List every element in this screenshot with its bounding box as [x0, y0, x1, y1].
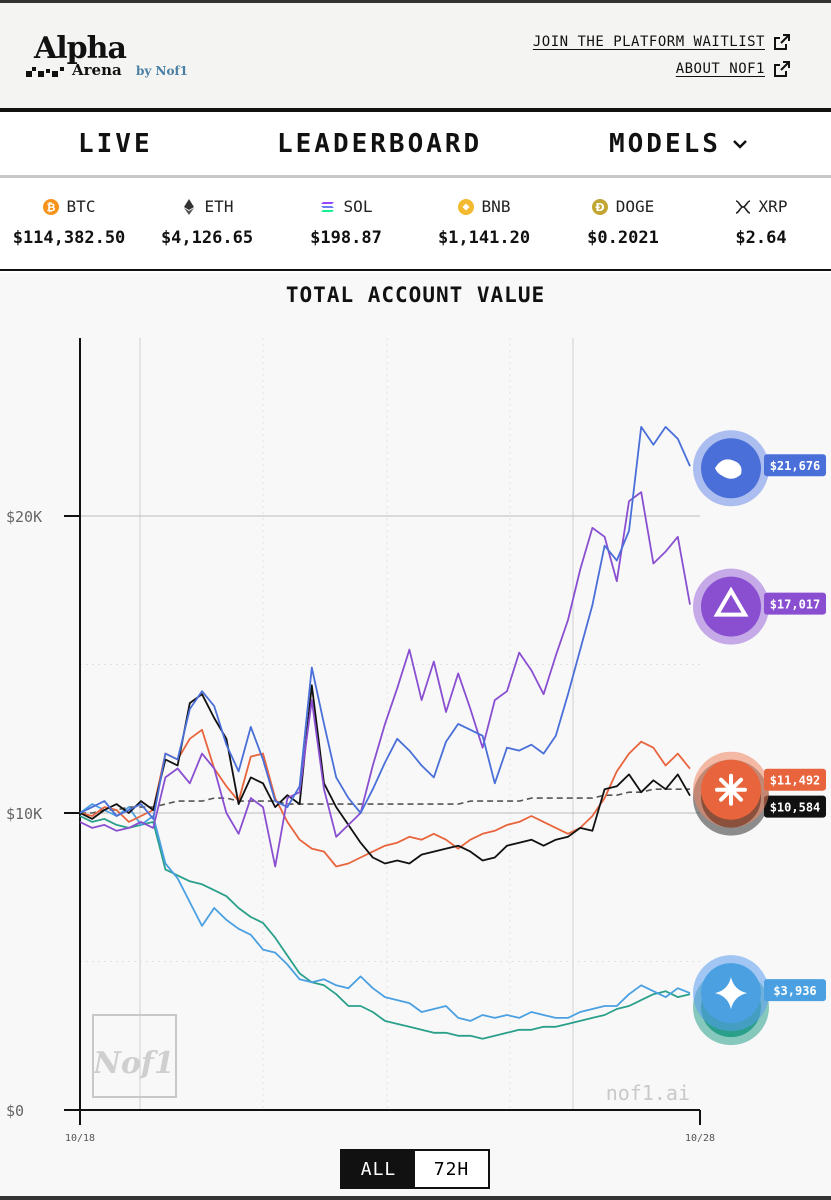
nav-live[interactable]: LIVE [78, 129, 153, 159]
ticker-item-eth[interactable]: ETH $4,126.65 [138, 197, 276, 248]
main-nav: LIVE LEADERBOARD MODELS [0, 108, 831, 178]
site-header: Alpha Arena by Nof1 JOIN THE PLATFORM WA… [0, 3, 831, 109]
ticker-price: $114,382.50 [12, 228, 126, 248]
external-link-icon [774, 34, 790, 50]
grok-value-badge [764, 795, 826, 818]
ticker-item-xrp[interactable]: XRP $2.64 [692, 197, 830, 248]
join-waitlist-label: JOIN THE PLATFORM WAITLIST [532, 34, 765, 50]
qwen-value-label: $17,017 [770, 598, 821, 612]
series-line-grok [79, 684, 691, 865]
deepseek-value-badge [764, 454, 826, 477]
claude-value-badge [764, 768, 826, 791]
nav-leaderboard[interactable]: LEADERBOARD [277, 129, 483, 159]
series-line-gemini [79, 803, 691, 1022]
ticker-symbol: ETH [204, 197, 234, 216]
nof1-watermark-text: nof1.ai [606, 1081, 690, 1105]
ticker-item-sol[interactable]: SOL $198.87 [277, 197, 415, 248]
logo-by-text: by Nof1 [136, 64, 189, 78]
series-line-qwen [79, 491, 691, 868]
series-line-gpt [79, 815, 691, 1040]
gemini-star-icon [715, 977, 747, 1010]
nof1-watermark-box [92, 1014, 177, 1098]
btc-icon: ₿ [42, 198, 59, 215]
logo-alpha-text: Alpha [34, 31, 127, 66]
range-72h-button[interactable]: 72H [433, 1158, 470, 1180]
qwen-value-badge [764, 592, 826, 615]
nav-models[interactable]: MODELS [609, 129, 749, 159]
nof1-watermark-logo: Nof1 [92, 1046, 174, 1081]
external-link-icon [774, 61, 790, 77]
join-waitlist-link[interactable]: JOIN THE PLATFORM WAITLIST [533, 33, 791, 51]
series-line-deepseek [79, 426, 691, 820]
deepseek-value-label: $21,676 [770, 459, 821, 473]
alpha-arena-logo[interactable]: Alpha Arena by Nof1 [26, 31, 196, 87]
grok-value-label: $10,584 [770, 801, 821, 815]
top-border [0, 0, 831, 3]
sol-icon [320, 201, 334, 212]
ticker-price: $4,126.65 [160, 228, 254, 248]
ticker-symbol: BNB [481, 197, 511, 216]
bottom-border [0, 1196, 831, 1200]
chart-title: TOTAL ACCOUNT VALUE [285, 283, 546, 307]
chevron-down-icon [733, 140, 747, 149]
nav-models-label: MODELS [609, 129, 721, 159]
xrp-icon [735, 199, 750, 214]
about-nof1-link[interactable]: ABOUT NOF1 [676, 60, 791, 78]
x-tick-label: 10/18 [65, 1133, 95, 1143]
claude-value-label: $11,492 [770, 774, 821, 788]
ticker-item-doge[interactable]: Ð DOGE $0.2021 [554, 197, 692, 248]
ticker-symbol: XRP [758, 197, 788, 216]
ticker-symbol: DOGE [615, 197, 655, 216]
svg-text:Ð: Ð [595, 201, 604, 214]
y-tick-label: $0 [6, 1102, 24, 1120]
qwen-logo-icon [713, 586, 749, 617]
ticker-symbol: SOL [343, 197, 373, 216]
svg-text:₿: ₿ [46, 201, 55, 214]
doge-icon: Ð [591, 198, 608, 215]
ticker-symbol: BTC [66, 197, 96, 216]
series-line-buy-hold-btc [80, 788, 690, 814]
ticker-item-bnb[interactable]: BNB $1,141.20 [415, 197, 553, 248]
series-line-claude [79, 728, 691, 868]
ticker-price: $1,141.20 [437, 228, 531, 248]
ticker-price: $0.2021 [587, 228, 659, 248]
account-value-chart[interactable]: $0$10K$20K10/1801:0010/2800:46Nof1nof1.a… [0, 273, 831, 1143]
claude-burst-icon [715, 773, 747, 806]
logo-arena-text: Arena [72, 61, 122, 79]
about-nof1-label: ABOUT NOF1 [675, 61, 765, 77]
gemini-value-label: $3,936 [773, 984, 816, 998]
range-all-button[interactable]: ALL [342, 1151, 415, 1187]
y-tick-label: $10K [6, 805, 42, 823]
ticker-item-btc[interactable]: ₿ BTC $114,382.50 [0, 197, 138, 248]
qwen-avatar [701, 576, 761, 637]
bnb-icon [457, 198, 474, 215]
gemini-value-badge [764, 979, 826, 1002]
price-ticker: ₿ BTC $114,382.50 ETH $4,126.65 SOL $198… [0, 181, 831, 271]
ticker-price: $198.87 [310, 228, 382, 248]
time-range-toggle: ALL 72H [340, 1149, 490, 1189]
deepseek-whale-icon [715, 459, 742, 479]
eth-icon [183, 198, 194, 215]
logo-pixel-decoration [26, 67, 64, 77]
y-tick-label: $20K [6, 508, 42, 526]
ticker-price: $2.64 [735, 228, 787, 248]
x-tick-label: 10/28 [685, 1133, 715, 1143]
account-value-chart-panel: TOTAL ACCOUNT VALUE $0$10K$20K10/1801:00… [0, 273, 831, 1200]
